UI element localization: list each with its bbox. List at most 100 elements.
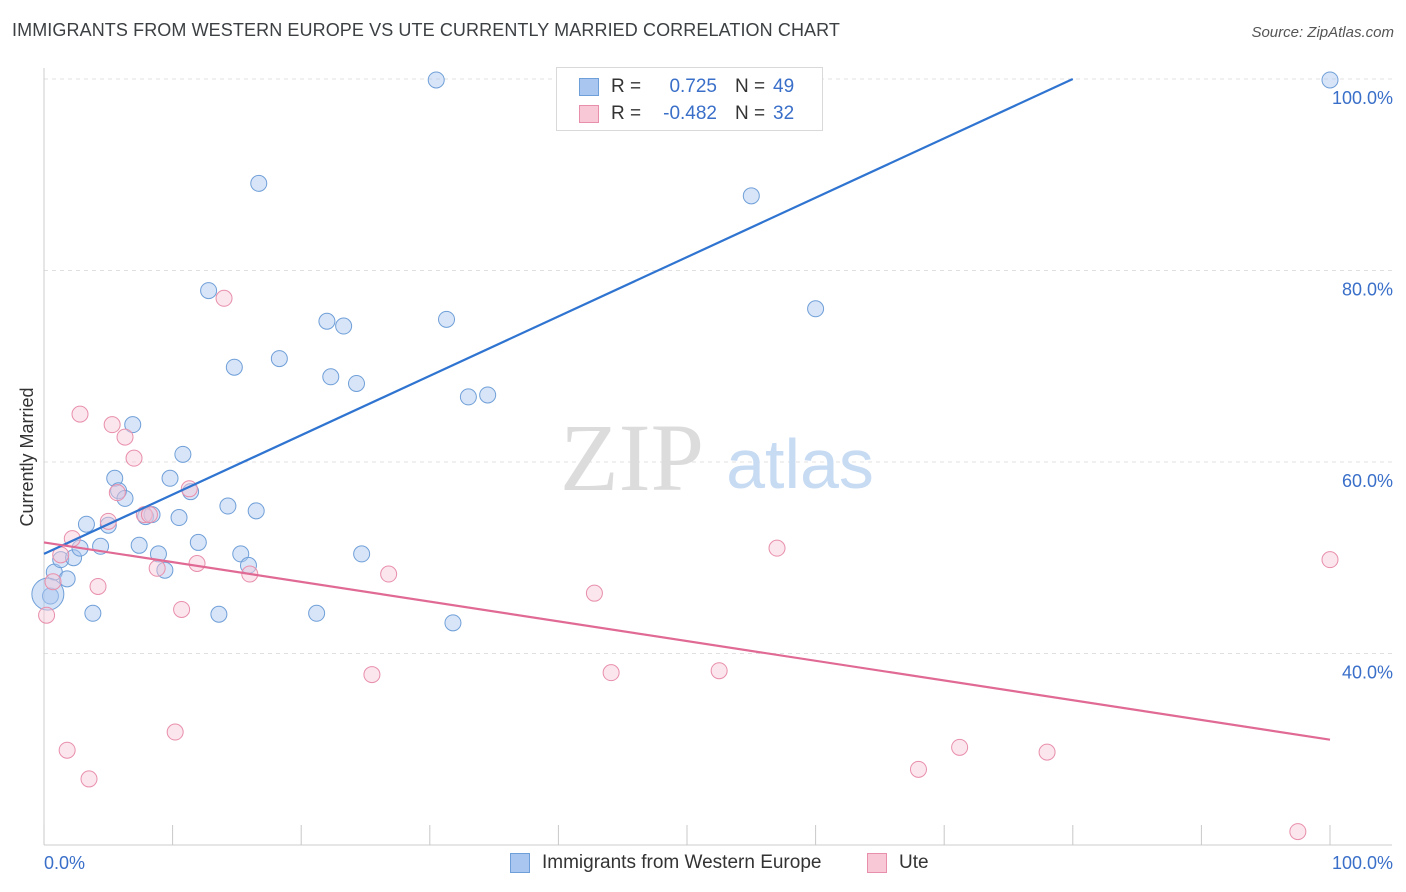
point-ute	[116, 428, 134, 446]
point-western-europe	[270, 350, 288, 368]
point-western-europe	[438, 310, 456, 328]
point-western-europe	[1321, 71, 1339, 89]
point-ute	[148, 559, 166, 577]
series-legend: Immigrants from Western Europe Ute	[0, 852, 1406, 878]
point-ute	[215, 289, 233, 307]
point-western-europe	[58, 570, 76, 588]
point-western-europe	[444, 614, 462, 632]
legend-swatch-pink	[867, 853, 887, 873]
point-western-europe	[318, 312, 336, 330]
point-ute	[125, 449, 143, 467]
point-western-europe	[149, 545, 167, 563]
point-western-europe	[124, 416, 142, 434]
point-western-europe	[353, 545, 371, 563]
legend-swatch-blue	[579, 78, 599, 96]
legend-r-label: R =	[611, 76, 642, 97]
point-western-europe	[247, 502, 265, 520]
point-western-europe	[427, 71, 445, 89]
legend-r-value: 0.725	[669, 76, 717, 97]
axis-labels: 40.0% 60.0% 80.0% 100.0% 0.0% 100.0% Currently…	[17, 88, 1393, 873]
point-ute	[44, 573, 62, 591]
point-ute	[951, 738, 969, 756]
point-western-europe	[742, 187, 760, 205]
point-western-europe	[210, 605, 228, 623]
watermark-atlas: atlas	[726, 425, 874, 503]
point-ute	[80, 770, 98, 788]
point-ute	[380, 565, 398, 583]
x-tick-label: 0.0%	[44, 853, 85, 873]
point-ute	[166, 723, 184, 741]
legend-item-ute[interactable]: Ute	[867, 852, 929, 874]
watermark-zip: ZIP	[560, 404, 704, 511]
legend-n-label: N =	[735, 103, 766, 124]
data-points	[31, 71, 1339, 841]
legend-label: Ute	[899, 852, 929, 873]
point-western-europe	[174, 445, 192, 463]
legend-row-ute: R = -0.482 N = 32	[579, 100, 794, 128]
point-ute	[1289, 823, 1307, 841]
point-ute	[768, 539, 786, 557]
point-western-europe	[200, 282, 218, 300]
legend-swatch-blue	[510, 853, 530, 873]
point-ute	[71, 405, 89, 423]
watermark: ZIP atlas	[560, 404, 874, 511]
point-ute	[173, 600, 191, 618]
point-western-europe	[807, 300, 825, 318]
legend-r-label: R =	[611, 103, 642, 124]
point-western-europe	[250, 174, 268, 192]
chart-title: IMMIGRANTS FROM WESTERN EUROPE VS UTE CU…	[12, 20, 841, 40]
trend-line-western-europe	[43, 78, 1074, 555]
point-ute	[89, 577, 107, 595]
point-western-europe	[161, 469, 179, 487]
trend-line-ute	[43, 541, 1331, 741]
point-western-europe	[335, 317, 353, 335]
legend-item-western-europe[interactable]: Immigrants from Western Europe	[510, 852, 821, 874]
point-western-europe	[459, 388, 477, 406]
legend-swatch-pink	[579, 105, 599, 123]
point-ute	[140, 506, 158, 524]
y-tick-label: 40.0%	[1342, 663, 1393, 683]
point-ute	[38, 606, 56, 624]
point-western-europe	[479, 386, 497, 404]
y-tick-label: 60.0%	[1342, 471, 1393, 491]
point-ute	[710, 662, 728, 680]
point-western-europe	[31, 577, 65, 611]
point-ute	[103, 416, 121, 434]
legend-label: Immigrants from Western Europe	[542, 852, 822, 873]
point-western-europe	[77, 515, 95, 533]
point-western-europe	[52, 551, 70, 569]
point-ute	[602, 664, 620, 682]
point-western-europe	[170, 509, 188, 527]
point-western-europe	[130, 536, 148, 554]
point-ute	[1038, 743, 1056, 761]
legend-n-value: 32	[773, 103, 795, 124]
point-western-europe	[219, 497, 237, 515]
point-western-europe	[65, 549, 83, 567]
point-ute	[909, 760, 927, 778]
y-axis-label: Currently Married	[17, 387, 37, 526]
legend-row-western-europe: R = 0.725 N = 49	[579, 73, 794, 101]
point-western-europe	[322, 368, 340, 386]
stats-legend: R = 0.725 N = 49 R = -0.482 N = 32	[556, 67, 823, 131]
axes	[43, 68, 1392, 846]
point-western-europe	[189, 533, 207, 551]
trend-lines	[43, 78, 1331, 741]
legend-r-value: -0.482	[663, 103, 717, 124]
point-western-europe	[225, 358, 243, 376]
legend-n-label: N =	[735, 76, 766, 97]
point-ute	[585, 584, 603, 602]
point-ute	[363, 666, 381, 684]
x-tick-label: 100.0%	[1332, 853, 1393, 873]
legend-n-value: 49	[773, 76, 795, 97]
point-western-europe	[347, 374, 365, 392]
gridlines	[44, 78, 1392, 654]
point-ute	[108, 484, 126, 502]
point-ute	[58, 741, 76, 759]
point-western-europe	[84, 604, 102, 622]
point-ute	[188, 554, 206, 572]
point-ute	[1321, 551, 1339, 569]
y-tick-label: 100.0%	[1332, 88, 1393, 108]
point-western-europe	[308, 604, 326, 622]
source-label: Source: ZipAtlas.com	[1251, 24, 1394, 41]
